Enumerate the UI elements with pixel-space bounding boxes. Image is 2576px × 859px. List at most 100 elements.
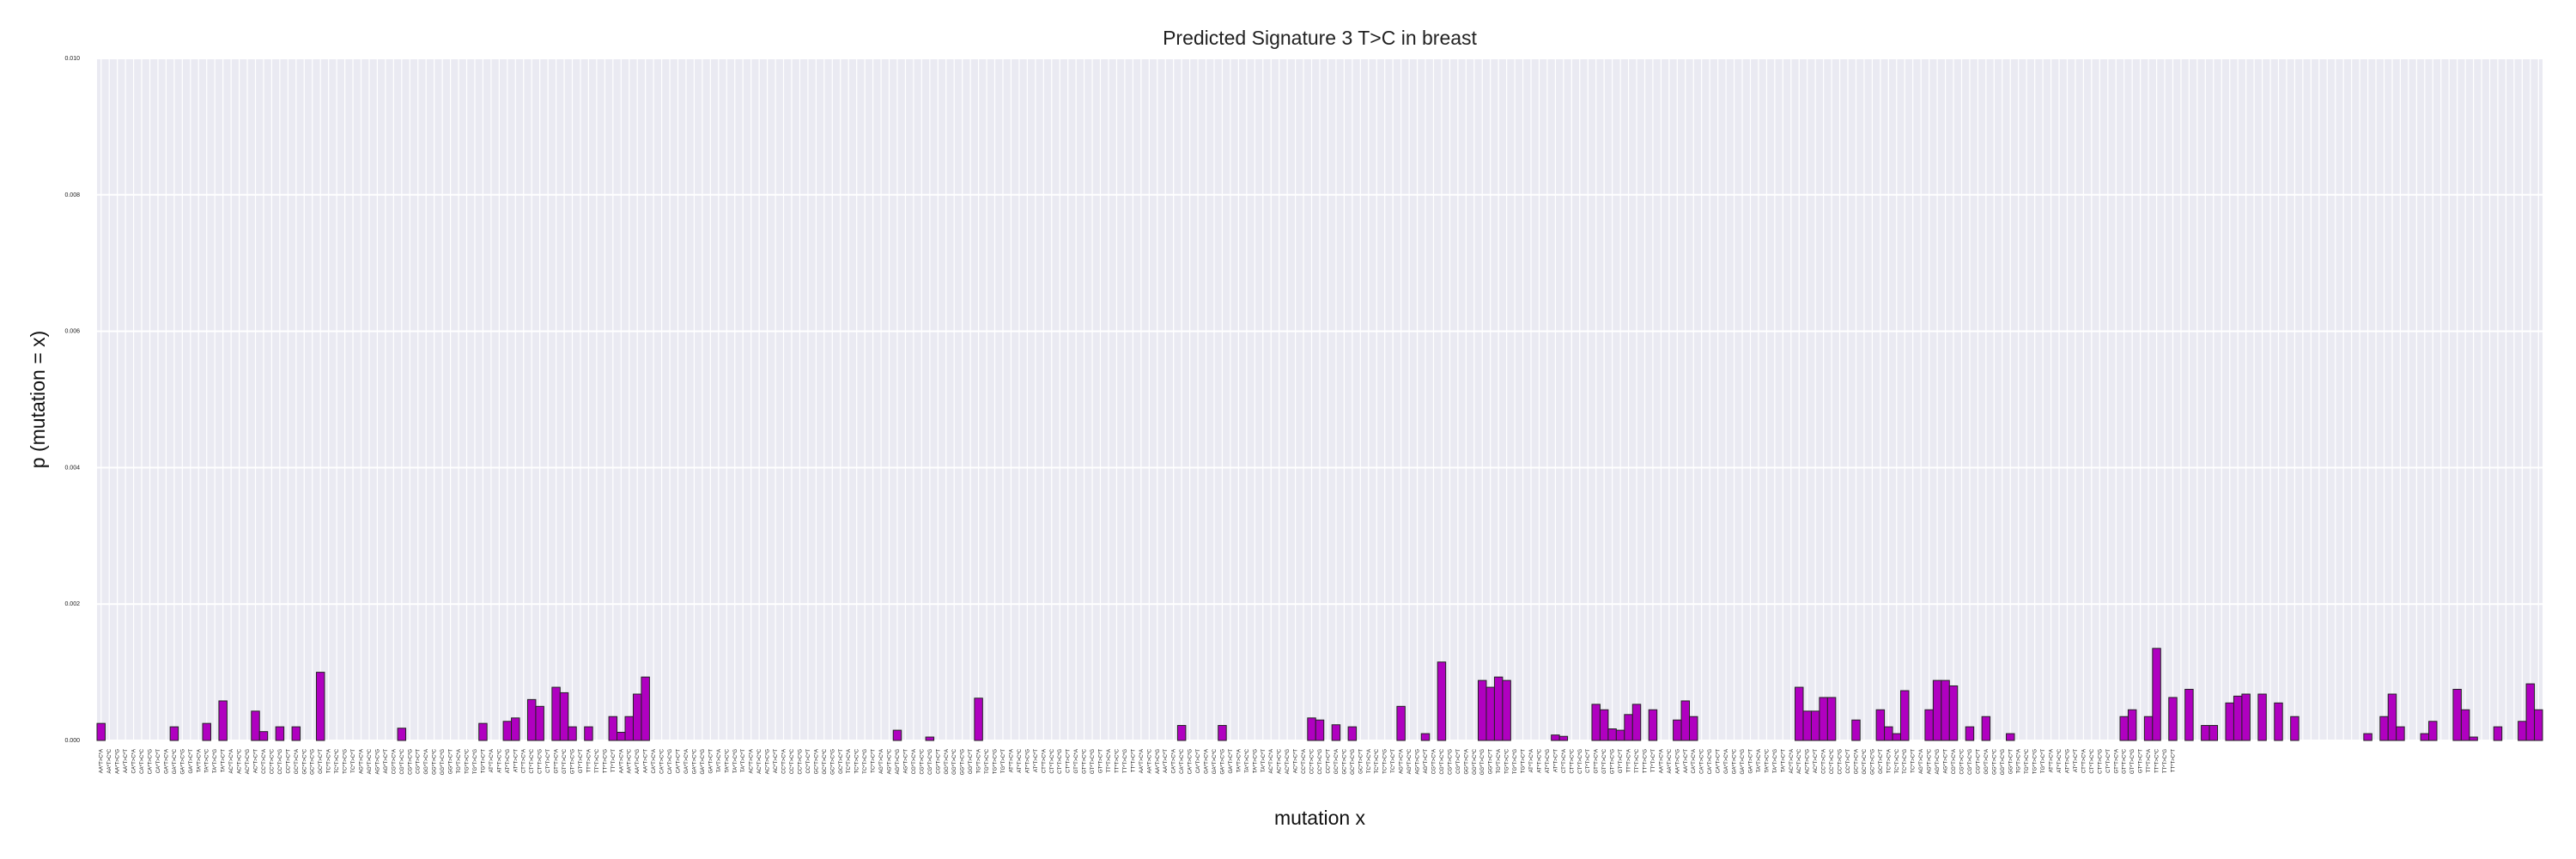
bar [1624, 714, 1633, 741]
x-tick-label: GG*T>C*G [440, 749, 446, 776]
x-tick-label: AC*T>C*A [1269, 749, 1274, 774]
bar [2525, 683, 2536, 741]
x-tick-label: AC*T>C*T [1294, 749, 1299, 774]
x-tick-label: TG*T>C*G [2033, 749, 2038, 775]
x-tick-label: CG*T>C*A [912, 749, 917, 774]
y-tick-label: 0.008 [64, 192, 80, 198]
x-tick-label: CC*T>C*T [1846, 749, 1851, 774]
x-tick-label: AA*T>C*A [1659, 749, 1664, 773]
x-tick-label: CT*T>C*C [530, 748, 535, 773]
bar [1819, 697, 1828, 741]
x-tick-label: GT*T>C*T [1619, 749, 1624, 774]
x-tick-label: GT*T>C*A [1074, 749, 1079, 774]
x-tick-label: TA*T>C*G [1773, 749, 1778, 773]
x-tick-label: GC*T>C*C [1862, 748, 1868, 774]
x-tick-label: GT*T>C*A [1595, 749, 1600, 774]
x-tick-label: AA*T>C*C [1147, 748, 1152, 773]
bar [1607, 728, 1617, 741]
bar [535, 705, 544, 741]
bar [1420, 733, 1431, 741]
x-tick-label: CA*T>C*C [660, 748, 665, 774]
x-tick-label: TT*T>C*T [1131, 749, 1136, 773]
bar [1551, 734, 1560, 741]
x-tick-label: AG*T>C*T [384, 749, 389, 774]
bar [1965, 726, 1975, 741]
x-tick-label: AG*T>C*A [1919, 749, 1924, 774]
x-tick-label: GT*T>C*A [555, 749, 560, 774]
x-tick-label: AC*T>C*G [1806, 749, 1811, 775]
x-tick-label: CC*T>C*A [1822, 749, 1827, 774]
x-tick-label: GC*T>C*C [1342, 748, 1347, 774]
x-tick-label: GG*T>C*C [1473, 748, 1478, 775]
x-tick-label: CG*T>C*G [1448, 749, 1453, 775]
x-tick-label: GG*T>C*T [969, 749, 974, 775]
bar [1884, 726, 1893, 741]
bar [1558, 735, 1569, 741]
x-tick-label: TG*T>C*T [2041, 749, 2046, 774]
x-tick-label: GA*T>C*C [1212, 748, 1218, 774]
x-tick-label: CT*T>C*A [1562, 749, 1567, 773]
x-tick-labels: AA*T>C*A AA*T>C*C AA*T>C*G AA*T>C*T CA*T>C*A… [100, 748, 2177, 775]
x-tick-label: CT*T>C*G [538, 749, 544, 774]
x-tick-label: AC*T>C*G [246, 749, 251, 775]
x-tick-label: GG*T>C*C [952, 748, 957, 775]
x-tick-label: AT*T>C*A [1529, 749, 1534, 772]
x-tick-label: CG*T>C*C [400, 748, 405, 774]
x-tick-label: CC*T>C*T [1326, 749, 1331, 774]
x-tick-label: CG*T>C*C [1959, 748, 1965, 774]
x-tick-label: GT*T>C*C [2123, 748, 2128, 774]
x-tick-label: AA*T>C*T [1684, 749, 1689, 773]
x-tick-label: CG*T>C*T [416, 749, 422, 774]
x-tick-label: AC*T>C*C [757, 748, 762, 774]
x-tick-label: TC*T>C*G [343, 749, 349, 774]
x-tick-label: TT*T>C*T [1651, 749, 1656, 773]
bar [1599, 709, 1609, 741]
x-tick-label: TG*T>C*T [481, 749, 486, 774]
x-tick-label: AT*T>C*G [1025, 749, 1030, 773]
bar [617, 731, 626, 741]
x-tick-label: TC*T>C*T [351, 749, 356, 773]
x-tick-label: CG*T>C*T [1976, 749, 1981, 774]
x-tick-label: TC*T>C*C [335, 748, 340, 773]
x-tick-label: CG*T>C*A [392, 749, 397, 774]
x-tick-label: AA*T>C*G [1156, 749, 1161, 774]
x-tick-label: CC*T>C*A [782, 749, 787, 774]
x-tick-label: GT*T>C*C [562, 748, 568, 774]
bar [1875, 709, 1886, 741]
bar [1689, 716, 1698, 741]
bar [1347, 726, 1358, 741]
x-tick-label: GT*T>C*G [1611, 749, 1616, 775]
bar [2184, 688, 2194, 741]
x-tick-label: GA*T>C*C [1733, 748, 1738, 774]
bar [2460, 709, 2470, 741]
x-tick-label: GA*T>C*G [701, 749, 706, 775]
bar [551, 686, 561, 741]
bar [2379, 716, 2389, 741]
bar [1631, 704, 1642, 741]
x-tick-label: CT*T>C*C [1050, 748, 1055, 773]
bar [478, 722, 488, 741]
x-tick-label: TA*T>C*A [1757, 749, 1762, 772]
bar [2208, 725, 2219, 741]
x-tick-label: GA*T>C*T [189, 749, 194, 774]
x-tick-label: TT*T>C*C [1635, 748, 1640, 773]
x-tick-label: GG*T>C*C [433, 748, 438, 775]
x-tick-label: GC*T>C*G [830, 749, 835, 775]
x-tick-label: AA*T>C*A [100, 749, 105, 773]
x-tick-label: TC*T>C*A [1886, 749, 1892, 773]
x-tick-label: TC*T>C*T [872, 749, 877, 773]
x-tick-label: CA*T>C*G [1708, 749, 1713, 775]
y-tick-label: 0.010 [64, 56, 80, 62]
x-tick-label: CT*T>C*C [2090, 748, 2095, 773]
x-tick-label: GA*T>C*C [173, 748, 178, 774]
x-tick-label: TG*T>C*G [1513, 749, 1518, 775]
bar [1648, 709, 1658, 741]
x-tick-label: GC*T>C*G [1870, 749, 1875, 775]
x-tick-label: CC*T>C*A [262, 749, 267, 774]
x-tick-label: TA*T>C*A [717, 749, 722, 772]
x-tick-label: TT*T>C*A [1107, 749, 1112, 773]
x-tick-label: GC*T>C*T [1358, 749, 1364, 774]
y-tick-label: 0.002 [64, 601, 80, 607]
bar [2233, 695, 2243, 741]
x-tick-label: AG*T>C*G [1935, 749, 1941, 775]
